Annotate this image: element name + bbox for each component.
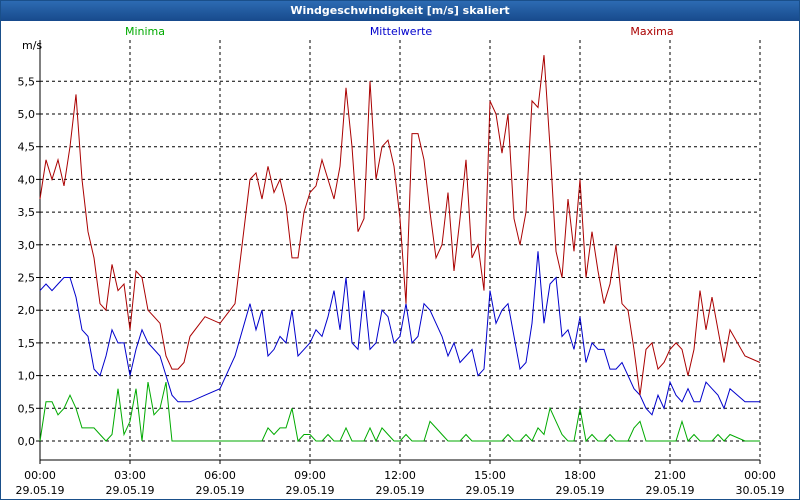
y-tick-label: 0,5 <box>18 402 36 415</box>
grid-lines <box>40 40 761 460</box>
y-tick-label: 0,0 <box>18 435 36 448</box>
x-tick-time-label: 03:00 <box>114 469 146 482</box>
legend-mittelwerte: Mittelwerte <box>370 25 433 38</box>
x-axis-ticks: 00:00 29.05.19 03:00 29.05.19 06:00 29.05.19 0… <box>16 460 785 497</box>
x-tick-date-label: 29.05.19 <box>106 484 155 497</box>
y-tick-label: 2,5 <box>18 272 36 285</box>
x-tick-time-label: 09:00 <box>294 469 326 482</box>
x-tick-time-label: 12:00 <box>384 469 416 482</box>
series-line-maxima <box>39 55 761 396</box>
x-tick-time-label: 06:00 <box>204 469 236 482</box>
x-tick-date-label: 29.05.19 <box>16 484 65 497</box>
legend-minima: Minima <box>125 25 165 38</box>
y-tick-label: 2,0 <box>18 304 36 317</box>
series-line-minima <box>39 381 760 443</box>
chart-title: Windgeschwindigkeit [m/s] skaliert <box>1 1 799 21</box>
y-tick-label: 3,0 <box>18 239 36 252</box>
data-series <box>39 55 761 443</box>
x-tick-date-label: 30.05.19 <box>736 484 785 497</box>
x-tick-date-label: 29.05.19 <box>466 484 515 497</box>
y-tick-label: 1,0 <box>18 370 36 383</box>
x-tick-date-label: 29.05.19 <box>376 484 425 497</box>
x-tick-time-label: 18:00 <box>564 469 596 482</box>
x-tick-time-label: 00:00 <box>744 469 776 482</box>
x-tick-time-label: 00:00 <box>24 469 56 482</box>
x-tick-time-label: 21:00 <box>654 469 686 482</box>
legend-maxima: Maxima <box>630 25 673 38</box>
y-tick-label: 3,5 <box>18 206 36 219</box>
y-axis-ticks: 0,0 0,5 1,0 1,5 2,0 2,5 3,0 3,5 4,0 4,5 5,0 5,5 <box>18 75 40 448</box>
x-tick-date-label: 29.05.19 <box>196 484 245 497</box>
y-axis-unit-label: m/s <box>22 39 42 52</box>
y-tick-label: 1,5 <box>18 337 36 350</box>
x-tick-date-label: 29.05.19 <box>646 484 695 497</box>
x-tick-time-label: 15:00 <box>474 469 506 482</box>
y-tick-label: 4,5 <box>18 141 36 154</box>
y-tick-label: 5,0 <box>18 108 36 121</box>
series-line-mittelwerte <box>39 251 760 416</box>
y-tick-label: 4,0 <box>18 173 36 186</box>
y-tick-label: 5,5 <box>18 75 36 88</box>
x-tick-date-label: 29.05.19 <box>556 484 605 497</box>
x-tick-date-label: 29.05.19 <box>286 484 335 497</box>
